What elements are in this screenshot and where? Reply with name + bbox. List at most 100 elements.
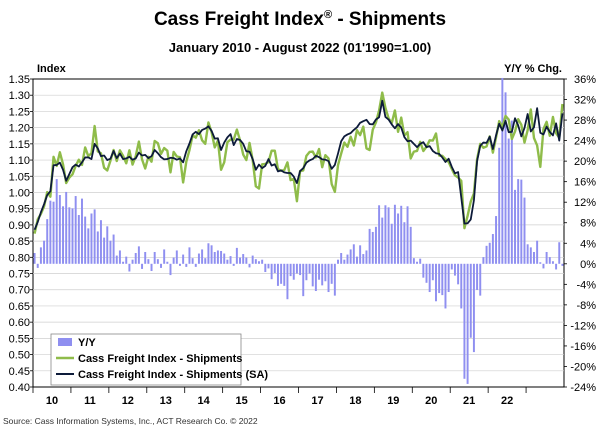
right-tick-label: 24% — [574, 136, 596, 148]
x-tick-label: 13 — [160, 395, 172, 407]
yy-bar — [488, 242, 491, 264]
yy-bar — [36, 263, 39, 268]
yy-bar — [548, 257, 551, 264]
yy-bar — [444, 263, 447, 309]
x-tick-label: 16 — [273, 395, 285, 407]
right-tick-label: -16% — [570, 341, 596, 353]
yy-bar — [504, 92, 507, 264]
left-tick-label: 0.40 — [9, 382, 30, 394]
yy-bar — [283, 263, 286, 286]
yy-bar — [178, 263, 181, 266]
yy-bar — [517, 179, 520, 264]
yy-bar — [447, 263, 450, 293]
yy-bar — [539, 262, 542, 264]
chart-subtitle: January 2010 - August 2022 (01'1990=1.00… — [169, 40, 431, 55]
yy-bar — [175, 250, 178, 264]
yy-bar — [491, 234, 494, 264]
yy-bar — [182, 254, 185, 264]
yy-bar — [381, 217, 384, 264]
chart-title: Cass Freight Index® - Shipments — [154, 9, 446, 30]
yy-bar — [81, 198, 83, 264]
left-tick-label: 1.10 — [9, 155, 30, 167]
left-tick-label: 1.00 — [9, 187, 30, 199]
right-tick-label: 28% — [574, 115, 596, 127]
right-tick-label: 16% — [574, 177, 596, 189]
left-axis-label: Index — [37, 63, 67, 75]
yy-bar — [207, 243, 210, 264]
right-tick-label: 12% — [574, 197, 596, 209]
axes: 0.40 0.45 0.50 0.55 0.60 0.65 0.70 0.75 0.80 0.85… — [9, 74, 597, 407]
right-tick-label: 8% — [580, 218, 596, 230]
yy-bar — [33, 253, 36, 264]
x-tick-label: 14 — [198, 395, 211, 407]
yy-bar — [507, 138, 510, 264]
left-tick-label: 0.70 — [9, 285, 30, 297]
left-tick-label: 0.60 — [9, 317, 30, 329]
right-tick-label: 20% — [574, 156, 596, 168]
yy-bar — [99, 220, 102, 264]
yy-bar — [305, 263, 308, 281]
right-tick-label: -20% — [570, 361, 596, 373]
chart-title-text: Cass Freight Index — [154, 9, 324, 30]
yy-bar — [46, 219, 49, 264]
left-tick-label: 0.80 — [9, 252, 30, 264]
right-axis-label: Y/Y % Chg. — [504, 63, 562, 75]
yy-bar — [542, 263, 545, 269]
yy-bar — [400, 205, 403, 264]
yy-bar — [103, 237, 106, 264]
right-tick-label: -4% — [576, 279, 596, 291]
yy-bar — [365, 250, 368, 264]
legend-swatch-yy — [58, 338, 72, 346]
yy-bar — [343, 259, 346, 264]
x-tick-label: 22 — [501, 395, 513, 407]
yy-bar — [232, 263, 235, 266]
yy-bar — [321, 263, 324, 286]
yy-bar — [384, 205, 387, 264]
yy-bar — [551, 261, 554, 264]
yy-bar — [441, 263, 444, 296]
yy-bar — [438, 263, 441, 294]
yy-bar — [359, 245, 362, 264]
yy-bar — [362, 254, 365, 264]
right-tick-label: -24% — [570, 382, 596, 394]
yy-bar — [416, 261, 419, 264]
yy-bar — [93, 209, 96, 264]
yy-bar — [115, 255, 118, 264]
yy-bar — [150, 263, 153, 271]
yy-bar — [419, 258, 422, 264]
left-tick-label: 0.85 — [9, 236, 30, 248]
legend: Y/Y Cass Freight Index - Shipments Cass … — [50, 333, 268, 386]
yy-bar — [561, 263, 564, 266]
yy-bar — [163, 249, 166, 264]
chart-title-suffix: - Shipments — [332, 9, 446, 30]
yy-bar — [526, 244, 529, 264]
yy-bar — [134, 253, 137, 264]
yy-bar — [371, 231, 374, 264]
yy-bar — [286, 263, 289, 300]
yy-bar — [472, 263, 475, 353]
yy-bar — [302, 263, 305, 297]
yy-bar — [71, 208, 74, 264]
left-tick-label: 1.15 — [9, 139, 30, 151]
yy-bar — [65, 191, 68, 264]
yy-bar — [324, 263, 327, 282]
yy-bar — [314, 263, 317, 292]
yy-bar — [169, 263, 172, 276]
yy-bar — [137, 246, 140, 264]
yy-bar — [463, 263, 466, 379]
yy-bar — [204, 258, 207, 264]
yy-bar — [368, 228, 371, 264]
left-tick-label: 1.20 — [9, 123, 30, 135]
yy-bar — [523, 197, 526, 264]
left-tick-label: 1.35 — [9, 74, 30, 86]
left-tick-label: 1.25 — [9, 106, 30, 118]
x-tick-label: 20 — [425, 395, 437, 407]
x-tick-label: 21 — [463, 395, 475, 407]
right-tick-label: 0% — [580, 259, 596, 271]
source-note: Source: Cass Information Systems, Inc., … — [3, 416, 258, 426]
yy-bar — [273, 263, 276, 274]
yy-bar — [210, 245, 213, 264]
yy-bar — [469, 263, 472, 338]
legend-box — [50, 333, 242, 386]
index-lines — [33, 91, 564, 234]
